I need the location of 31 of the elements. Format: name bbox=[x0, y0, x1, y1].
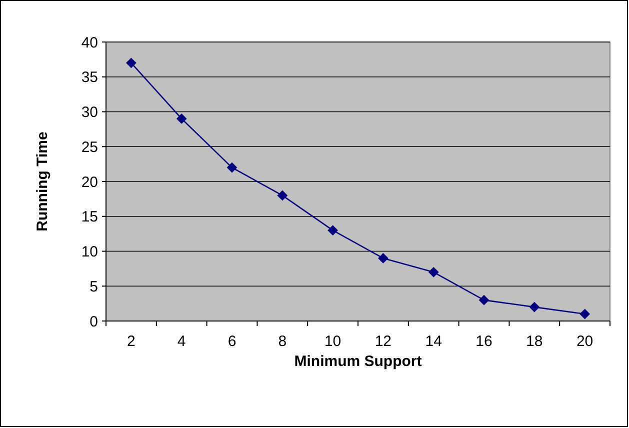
x-axis-title: Minimum Support bbox=[294, 353, 422, 370]
x-tick-label: 18 bbox=[526, 333, 543, 350]
y-tick-label: 30 bbox=[81, 104, 98, 121]
point bbox=[277, 190, 288, 200]
point bbox=[580, 309, 590, 320]
y-tick-label: 25 bbox=[81, 138, 98, 156]
y-tick-label: 15 bbox=[81, 208, 98, 226]
x-tick-label: 8 bbox=[278, 333, 287, 350]
point bbox=[378, 253, 388, 264]
y-tick-label: 20 bbox=[81, 174, 98, 191]
x-tick-label: 10 bbox=[324, 333, 342, 350]
x-tick-label: 16 bbox=[476, 333, 492, 350]
y-tick-label: 5 bbox=[90, 278, 98, 296]
x-tick-label: 14 bbox=[425, 333, 442, 350]
x-tick-label: 20 bbox=[576, 333, 594, 350]
point bbox=[227, 162, 237, 173]
y-axis-title: Running Time bbox=[34, 132, 51, 232]
point bbox=[479, 295, 489, 306]
y-tick-label: 40 bbox=[81, 34, 98, 52]
point bbox=[328, 225, 338, 236]
x-tick-label: 2 bbox=[127, 333, 136, 350]
x-tick-label: 6 bbox=[228, 333, 236, 350]
y-tick-label: 0 bbox=[90, 313, 98, 330]
point bbox=[428, 267, 439, 278]
x-tick-label: 4 bbox=[177, 333, 186, 350]
y-tick-label: 35 bbox=[81, 69, 98, 86]
point bbox=[126, 58, 136, 68]
y-tick-label: 10 bbox=[81, 244, 98, 260]
x-tick-label: 12 bbox=[374, 333, 392, 350]
point bbox=[176, 114, 187, 124]
point bbox=[529, 302, 540, 312]
